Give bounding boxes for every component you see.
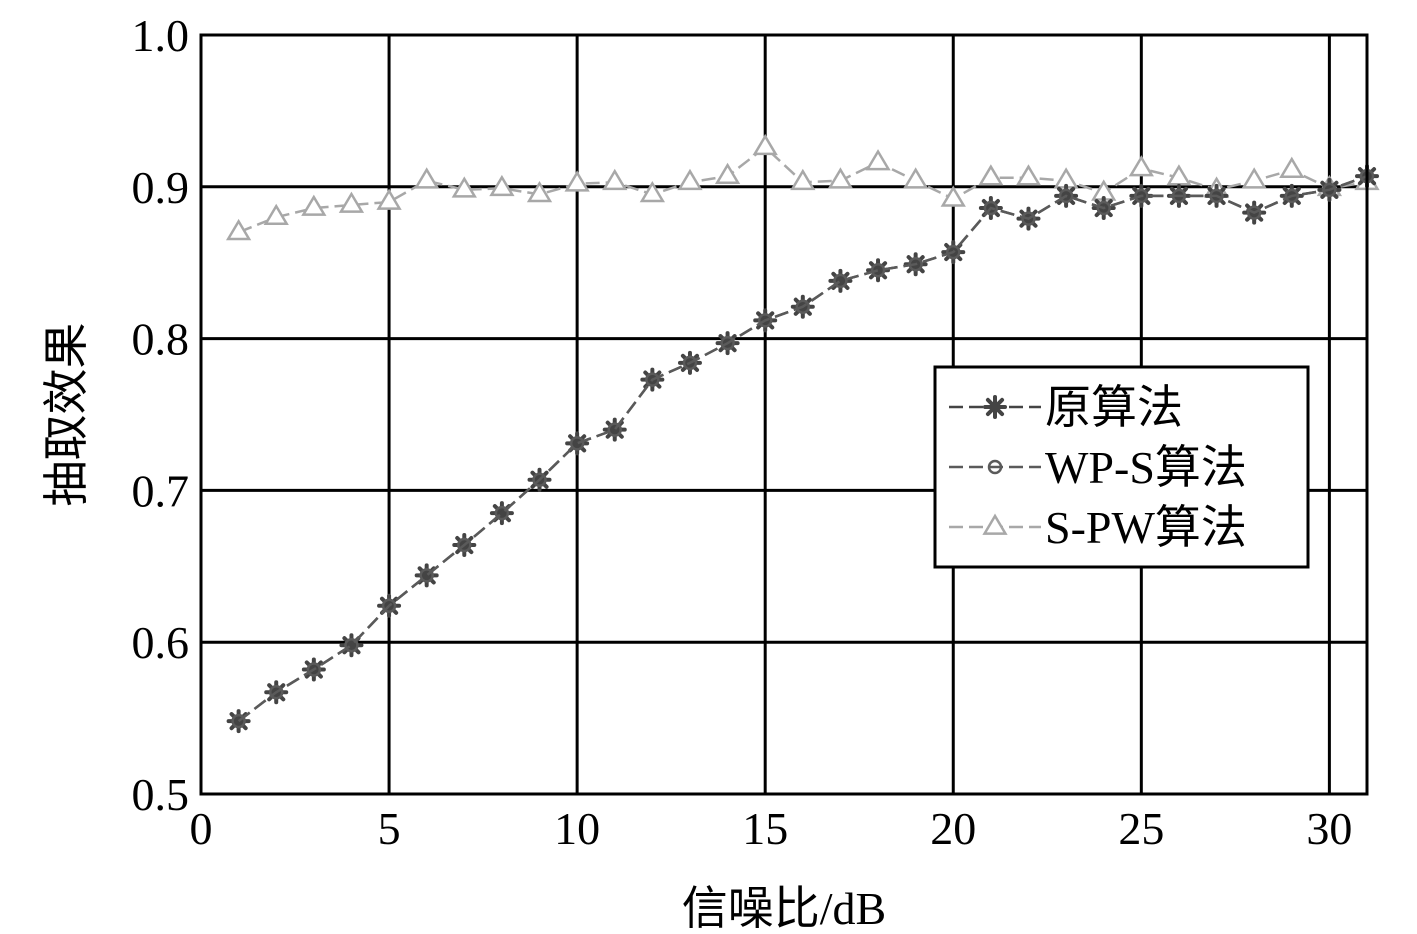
data-point [714, 162, 741, 185]
data-point [1021, 211, 1036, 226]
data-point [645, 372, 660, 387]
tick-labels: 0 5 10 15 20 25 30 0.5 0.6 0.7 0.8 0.9 1.0 [132, 10, 1353, 854]
data-point [1058, 188, 1074, 204]
data-point [870, 263, 886, 278]
data-point [790, 168, 816, 191]
y-tick-label: 0.8 [132, 314, 190, 365]
data-point [419, 568, 434, 583]
legend-label: WP-S算法 [1045, 442, 1247, 493]
data-point [494, 505, 510, 521]
legend-label: 原算法 [1045, 382, 1183, 433]
x-axis-label: 信噪比/dB [682, 883, 886, 934]
data-point [263, 203, 289, 226]
data-point [1284, 188, 1300, 204]
data-point [376, 188, 402, 210]
data-point [532, 472, 547, 488]
data-point [225, 218, 252, 241]
y-tick-label: 0.6 [132, 617, 190, 668]
y-tick-label: 1.0 [132, 10, 190, 61]
legend-marker [982, 513, 1008, 535]
data-point [752, 133, 778, 156]
data-point [1279, 156, 1305, 178]
series-group [225, 133, 1380, 734]
y-axis-label: 抽取效果 [41, 323, 92, 507]
data-point [457, 537, 472, 553]
data-point [1246, 205, 1262, 220]
plot-frame [199, 33, 1369, 796]
data-point [1096, 200, 1111, 216]
data-point [978, 164, 1004, 186]
data-point [414, 167, 440, 189]
data-point [602, 168, 628, 191]
data-point [381, 598, 397, 614]
data-point [1015, 164, 1042, 186]
x-tick-label: 30 [1306, 803, 1352, 854]
data-point [946, 244, 961, 260]
data-point [983, 200, 999, 216]
data-point [1171, 188, 1187, 204]
legend-item: WP-S算法 [949, 442, 1247, 493]
data-point [338, 191, 365, 213]
series-line [237, 175, 1368, 723]
series-3 [225, 133, 1380, 241]
legend-marker [983, 395, 1007, 419]
data-point [677, 168, 703, 191]
y-tick-label: 0.7 [132, 465, 190, 516]
data-point [569, 436, 585, 451]
x-tick-label: 0 [190, 803, 213, 854]
y-tick-label: 0.5 [132, 769, 190, 820]
data-point [940, 185, 966, 207]
legend-marker [987, 459, 1003, 475]
data-point [720, 335, 735, 351]
data-point [344, 637, 359, 653]
data-point [489, 174, 515, 197]
data-point [268, 685, 284, 700]
x-tick-label: 15 [742, 803, 788, 854]
legend-item: S-PW算法 [949, 502, 1247, 553]
x-tick-label: 5 [378, 803, 401, 854]
data-point [757, 313, 773, 328]
data-point [306, 662, 322, 677]
x-tick-label: 10 [554, 803, 600, 854]
data-point [865, 149, 891, 171]
legend-item: 原算法 [949, 382, 1183, 433]
data-point [908, 256, 923, 272]
data-point [902, 167, 929, 189]
data-point [1134, 188, 1149, 204]
legend-label: S-PW算法 [1045, 502, 1247, 553]
data-point [827, 167, 854, 189]
data-point [639, 180, 666, 203]
data-point [1241, 167, 1267, 189]
data-point [1322, 182, 1337, 198]
series-2 [231, 168, 1375, 729]
data-point [1209, 188, 1224, 204]
data-point [833, 273, 848, 289]
data-point [301, 194, 327, 216]
data-point [795, 299, 811, 314]
y-tick-label: 0.9 [132, 162, 190, 213]
data-point [451, 176, 477, 198]
data-point [564, 170, 590, 192]
x-tick-label: 20 [930, 803, 976, 854]
data-point [1128, 155, 1154, 177]
data-point [682, 355, 698, 371]
x-tick-label: 25 [1118, 803, 1164, 854]
data-point [231, 713, 246, 729]
data-point [526, 180, 553, 203]
legend: 原算法 WP-S算法 S-PW算法 [933, 365, 1310, 569]
data-point [607, 422, 622, 437]
